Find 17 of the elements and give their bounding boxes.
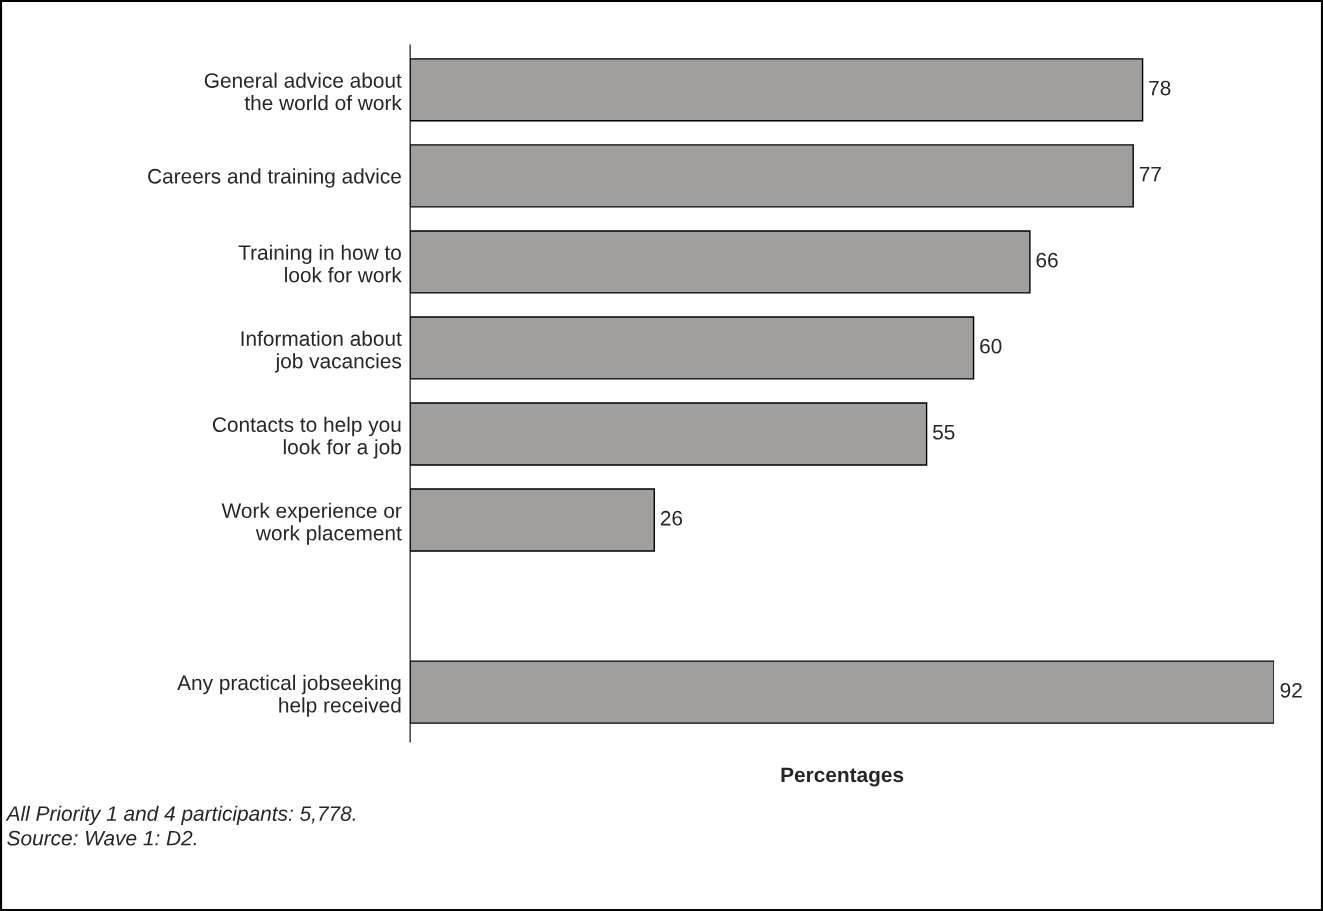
data-label: 60 <box>980 338 1002 354</box>
y-tick-label: Training in how to look for work <box>238 244 402 283</box>
x-axis-title: Percentages <box>781 767 904 787</box>
data-label: 78 <box>1149 80 1171 96</box>
y-tick-label: Any practical jobseeking help received <box>177 674 401 717</box>
y-tick-label: Contacts to help you look for a job <box>212 416 401 459</box>
data-label: 66 <box>1036 252 1058 268</box>
source-note: Source: Wave 1: D2. <box>7 830 196 846</box>
text: All Priority 1 and 4 participants: 5,778. <box>5 805 355 826</box>
data-label: 77 <box>1139 166 1161 182</box>
data-label: 55 <box>932 425 955 440</box>
data-label: 92 <box>1280 682 1302 698</box>
y-tick-label: Work experience or work placement <box>221 502 402 545</box>
y-tick-label: Careers and training advice <box>148 168 401 188</box>
y-tick-label: General advice about the world of work <box>204 72 402 111</box>
y-tick-label: Information about job vacancies <box>241 330 402 373</box>
data-label: 26 <box>660 510 683 526</box>
